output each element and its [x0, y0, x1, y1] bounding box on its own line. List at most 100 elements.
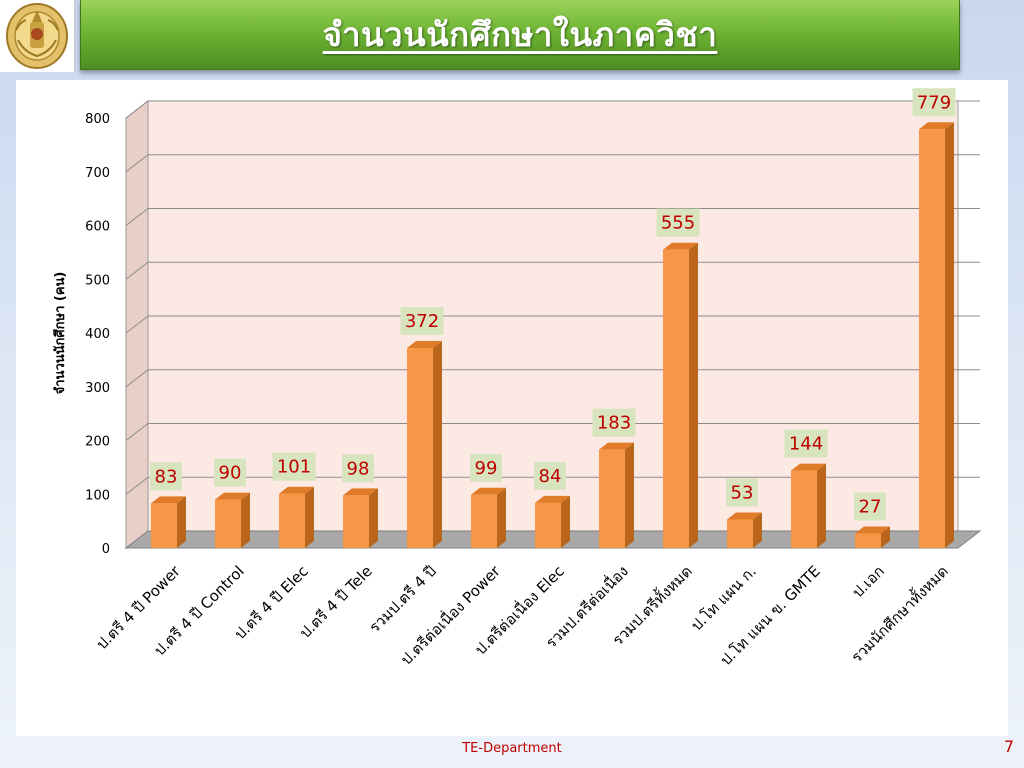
data-label-text: 372: [405, 311, 439, 332]
footer-text: TE-Department: [462, 741, 562, 756]
x-tick-label: ป.เอก: [849, 562, 888, 601]
data-label: 27: [854, 492, 886, 521]
gridline: [125, 100, 980, 119]
bar-side: [241, 492, 250, 548]
data-label-text: 98: [347, 458, 370, 479]
y-tick-label: 700: [85, 166, 110, 181]
royal-emblem-icon: [6, 3, 68, 69]
bar-side: [945, 122, 954, 548]
gridline: [125, 261, 980, 280]
y-tick-label: 500: [85, 273, 110, 288]
gridline: [125, 476, 980, 495]
data-label: 372: [400, 307, 444, 336]
y-axis-label: จำนวนนักศึกษา (คน): [52, 272, 68, 395]
data-label-text: 183: [597, 413, 631, 434]
bar-side: [625, 442, 634, 548]
bar-front: [151, 503, 177, 548]
data-label-text: 101: [277, 457, 311, 478]
gridline: [125, 208, 980, 226]
bar-side: [817, 463, 826, 548]
data-label-text: 779: [917, 92, 951, 113]
bar: [535, 495, 570, 548]
title-bar: จำนวนนักศึกษาในภาควิชา: [80, 0, 960, 70]
data-label-box: [400, 307, 444, 336]
bar: [407, 341, 442, 548]
data-label-box: [214, 458, 246, 487]
bar-front: [919, 129, 945, 548]
data-label-box: [726, 478, 758, 507]
y-tick-label: 0: [102, 542, 110, 557]
y-tick-label: 800: [85, 112, 110, 127]
data-label: 99: [470, 453, 502, 482]
bar-side: [753, 512, 762, 548]
gridline: [125, 369, 980, 388]
bar: [727, 512, 762, 548]
data-label-box: [784, 429, 828, 458]
data-label: 53: [726, 478, 758, 507]
bar-top: [855, 526, 890, 534]
bar: [791, 463, 826, 548]
bar-top: [151, 496, 186, 504]
bar-front: [663, 249, 689, 548]
data-label-box: [272, 452, 316, 481]
bar-top: [343, 488, 378, 496]
bar-side: [689, 242, 698, 548]
bar-top: [535, 495, 570, 503]
bar-side: [369, 488, 378, 548]
page-title: จำนวนนักศึกษาในภาควิชา: [322, 15, 718, 54]
data-label: 183: [592, 408, 636, 437]
data-label: 144: [784, 429, 828, 458]
bar: [279, 486, 314, 548]
bar-top: [919, 122, 954, 130]
bar-top: [791, 463, 826, 471]
bar-front: [343, 495, 369, 548]
bar: [151, 496, 186, 548]
bar-front: [279, 493, 305, 548]
y-tick-label: 600: [85, 220, 110, 235]
data-label-text: 144: [789, 434, 823, 455]
bar: [471, 487, 506, 548]
data-label: 779: [912, 88, 956, 117]
bar-front: [599, 449, 625, 548]
data-label-text: 53: [731, 483, 754, 504]
bar-side: [433, 341, 442, 548]
page-number: 7: [1003, 737, 1014, 756]
logo-box: [0, 0, 75, 72]
bar: [599, 442, 634, 548]
bar-front: [855, 533, 881, 548]
data-label-text: 27: [859, 496, 882, 517]
data-label-box: [470, 453, 502, 482]
bar-top: [471, 487, 506, 495]
bar: [919, 122, 954, 548]
bar: [855, 526, 890, 548]
bar-top: [279, 486, 314, 494]
bar-side: [177, 496, 186, 548]
bar-top: [407, 341, 442, 349]
data-label-text: 84: [539, 466, 562, 487]
bar: [663, 242, 698, 548]
y-tick-label: 300: [85, 381, 110, 396]
data-label: 101: [272, 452, 316, 481]
data-label: 90: [214, 458, 246, 487]
bar-side: [305, 486, 314, 548]
bar-top: [727, 512, 762, 520]
data-label-box: [534, 461, 566, 490]
bar-side: [561, 495, 570, 548]
y-tick-label: 100: [85, 488, 110, 503]
bar: [343, 488, 378, 548]
bar-front: [727, 519, 753, 548]
data-label-box: [342, 454, 374, 483]
data-label: 83: [150, 462, 182, 491]
data-label: 555: [656, 208, 700, 237]
y-tick-label: 400: [85, 327, 110, 342]
bar-front: [471, 494, 497, 548]
data-label-text: 83: [155, 466, 178, 487]
gridline: [125, 315, 980, 334]
data-label-text: 90: [219, 463, 242, 484]
data-label: 84: [534, 461, 566, 490]
data-label-box: [150, 462, 182, 491]
bar-front: [215, 499, 241, 548]
bar: [215, 492, 250, 548]
gridline: [125, 423, 980, 441]
data-label-box: [854, 492, 886, 521]
